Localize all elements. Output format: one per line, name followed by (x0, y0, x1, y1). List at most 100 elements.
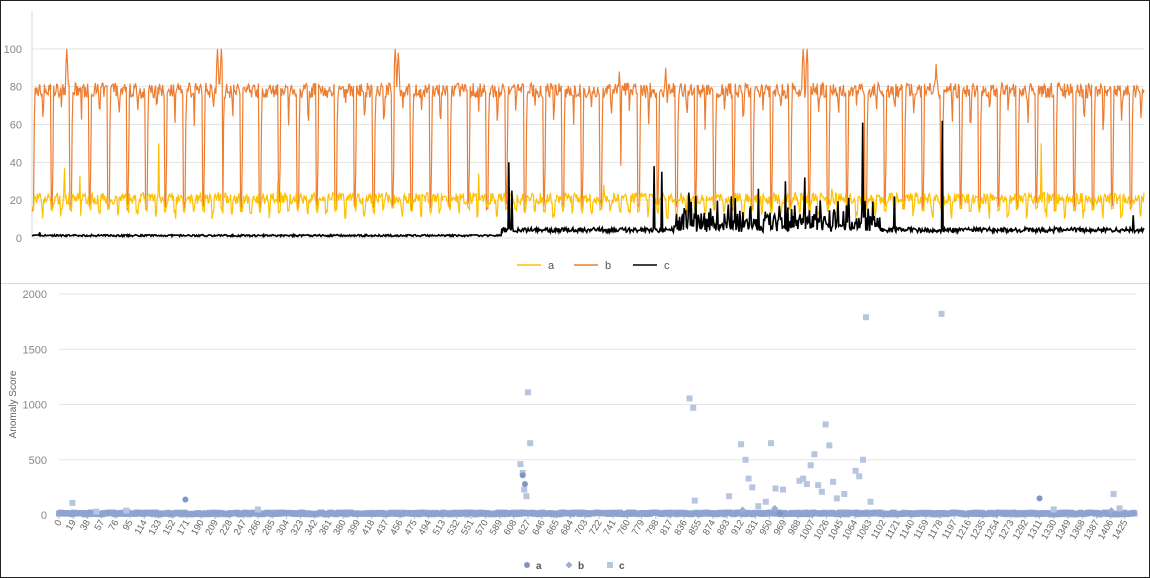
point-c (93, 508, 100, 515)
x-tick-label: 874 (701, 518, 718, 537)
point-c (523, 493, 530, 500)
point-c (254, 506, 261, 513)
point-c (860, 456, 867, 463)
x-tick-label: 589 (488, 518, 505, 537)
x-tick-label: 152 (161, 518, 178, 537)
point-c (762, 498, 769, 505)
chart-divider (1, 283, 1149, 284)
x-tick-label: 95 (121, 518, 136, 533)
x-tick-label: 190 (189, 518, 206, 537)
y-tick-label: 0 (16, 233, 22, 245)
legend-marker-a (524, 562, 530, 568)
baseline-points (56, 509, 1138, 518)
x-tick-label: 741 (601, 518, 618, 537)
x-tick-label: 760 (616, 518, 633, 537)
point-c (818, 488, 825, 495)
x-tick-label: 722 (587, 518, 604, 537)
point-c (830, 478, 837, 485)
point-a (521, 481, 528, 488)
point-a (776, 510, 783, 517)
point-c (772, 485, 779, 492)
x-tick-label: 969 (772, 518, 789, 537)
x-tick-label: 798 (644, 518, 661, 537)
point-c (815, 482, 822, 489)
point-c (800, 475, 807, 482)
x-tick-label: 532 (445, 518, 462, 537)
x-tick-label: 475 (402, 518, 419, 537)
y-tick-label: 100 (4, 44, 22, 56)
point-c (841, 491, 848, 498)
point-a (1036, 495, 1043, 502)
point-c (1110, 491, 1117, 498)
x-tick-label: 665 (545, 518, 562, 537)
point-c (803, 481, 810, 488)
point-c (686, 395, 693, 402)
point-c (1050, 506, 1057, 513)
point-b (1107, 507, 1115, 515)
point-c (1116, 505, 1123, 512)
y-axis-label: Anomaly Score (8, 370, 19, 438)
x-tick-label: 456 (388, 518, 405, 537)
point-c (796, 477, 803, 484)
x-tick-label: 646 (530, 518, 547, 537)
x-tick-label: 1425 (1110, 518, 1130, 542)
x-tick-label: 228 (218, 518, 235, 537)
baseline-point (1131, 510, 1138, 517)
x-tick-label: 323 (289, 518, 306, 537)
point-c (779, 486, 786, 493)
x-tick-label: 931 (743, 518, 760, 537)
point-c (517, 461, 524, 468)
x-tick-label: 912 (729, 518, 746, 537)
point-a (519, 472, 526, 479)
point-c (745, 475, 752, 482)
point-c (524, 389, 531, 396)
series-line-a (31, 143, 1145, 220)
y-tick-label: 2000 (23, 289, 47, 301)
x-tick-label: 380 (331, 518, 348, 537)
point-c (807, 462, 814, 469)
y-tick-label: 0 (41, 510, 47, 522)
line-chart: 0 20 40 60 80 100 a b c (4, 11, 1145, 272)
legend-label-a: a (548, 260, 555, 272)
y-tick-label: 60 (10, 120, 22, 132)
x-tick-label: 19 (64, 518, 79, 533)
x-tick-label: 570 (473, 518, 490, 537)
x-tick-label: 779 (630, 518, 647, 537)
x-tick-label: 437 (374, 518, 391, 537)
point-c (852, 467, 859, 474)
point-c (938, 310, 945, 317)
point-c (768, 440, 775, 447)
y-tick-label: 1000 (23, 400, 47, 412)
y-tick-label: 20 (10, 195, 22, 207)
legend-label-c: c (619, 561, 625, 572)
x-tick-label: 513 (431, 518, 448, 537)
x-tick-label: 817 (658, 518, 675, 537)
legend-label-a: a (536, 561, 542, 572)
x-tick-label: 703 (573, 518, 590, 537)
legend-label-b: b (605, 260, 611, 272)
legend-label-b: b (578, 561, 584, 572)
point-c (826, 442, 833, 449)
x-tick-label: 266 (246, 518, 263, 537)
x-tick-label: 836 (672, 518, 689, 537)
x-tick-label: 627 (516, 518, 533, 537)
x-tick-label: 399 (346, 518, 363, 537)
point-c (691, 497, 698, 504)
point-a (182, 496, 189, 503)
point-c (833, 495, 840, 502)
x-tick-label: 285 (260, 518, 277, 537)
x-tick-label: 361 (317, 518, 334, 537)
point-c (856, 473, 863, 480)
x-tick-label: 608 (502, 518, 519, 537)
x-tick-label: 76 (107, 518, 122, 533)
x-tick-label: 342 (303, 518, 320, 537)
x-tick-label: 57 (92, 518, 107, 533)
point-c (738, 441, 745, 448)
x-tick-label: 950 (758, 518, 775, 537)
point-c (521, 486, 528, 493)
point-c (867, 498, 874, 505)
x-tick-label: 684 (559, 518, 576, 537)
point-c (822, 421, 829, 428)
point-c (811, 451, 818, 458)
